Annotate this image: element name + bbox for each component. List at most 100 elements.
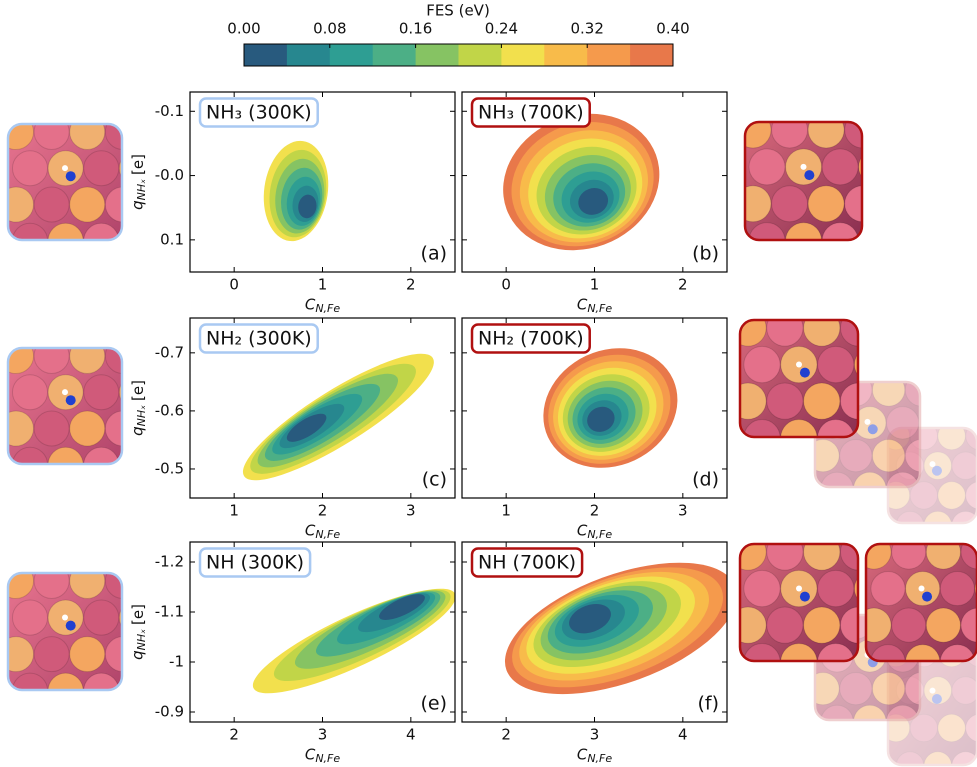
panel-letter: (b)	[692, 243, 719, 265]
colorbar-swatch	[244, 44, 287, 66]
atom	[840, 672, 872, 704]
panel-label: NH₃ (700K)	[478, 102, 584, 124]
y-tick-label: -0.6	[155, 401, 184, 419]
x-tick-label: 4	[678, 726, 688, 744]
atoms	[857, 535, 977, 679]
atom	[892, 535, 926, 569]
atom	[34, 637, 69, 672]
atom	[872, 672, 904, 704]
y-axis-label-unit: [e]	[129, 604, 147, 625]
colorbar-swatch	[544, 44, 587, 66]
atom	[807, 439, 839, 471]
panel-label: NH₂ (300K)	[206, 328, 312, 350]
adsorbate-h	[796, 585, 802, 591]
atom	[34, 563, 69, 598]
atom	[804, 310, 840, 346]
atom	[70, 187, 105, 222]
atom	[772, 112, 808, 148]
structure-image	[0, 114, 154, 258]
adsorbate-n	[66, 621, 76, 631]
atom	[34, 338, 69, 373]
y-axis-label-sub: NHₓ	[135, 629, 148, 651]
y-axis-label-sub: NHₓ	[135, 405, 148, 427]
atom	[767, 383, 803, 419]
x-tick-label: 0	[501, 276, 511, 294]
x-axis-label: CN,Fe	[305, 522, 341, 542]
colorbar-swatch	[330, 44, 373, 66]
colorbar-tick-label: 0.00	[227, 20, 260, 38]
atom	[749, 149, 785, 185]
atom	[952, 677, 977, 704]
adsorbate-h	[796, 361, 802, 367]
y-tick-label: -0.7	[155, 343, 184, 361]
contour-area	[257, 137, 334, 246]
x-tick-label: 3	[590, 726, 600, 744]
adsorbate-n	[800, 592, 810, 602]
structure-thumbnails	[0, 112, 977, 767]
panel-label: NH₂ (700K)	[478, 328, 584, 350]
atom	[744, 570, 780, 606]
x-tick-label: 3	[318, 726, 328, 744]
atom	[84, 600, 119, 635]
x-tick-label: 1	[229, 502, 239, 520]
atom	[34, 187, 69, 222]
y-tick-label: -1.1	[155, 603, 184, 621]
atom	[938, 422, 965, 449]
adsorbate-h	[930, 461, 936, 467]
colorbar-swatch	[501, 44, 544, 66]
x-tick-label: 2	[406, 276, 416, 294]
atoms	[735, 112, 895, 259]
atom	[772, 186, 808, 222]
y-axis-label: qNHₓ[e]	[129, 380, 149, 436]
atoms	[0, 563, 154, 708]
x-axis-label-sub: N,Fe	[315, 752, 340, 765]
atom	[70, 338, 105, 373]
colorbar-tick-label: 0.24	[485, 20, 518, 38]
atom	[938, 714, 965, 741]
colorbar-title: FES (eV)	[426, 2, 490, 20]
x-tick-label: 2	[501, 726, 511, 744]
x-axis-label: CN,Fe	[577, 296, 613, 316]
x-tick-label: 2	[590, 502, 600, 520]
atom	[854, 705, 886, 737]
figure: FES (eV) 0.000.080.160.240.320.40012-0.1…	[0, 0, 977, 767]
colorbar-swatch	[459, 44, 502, 66]
adsorbate-n	[932, 466, 942, 476]
y-axis-label: qNHₓ[e]	[129, 604, 149, 660]
panel-label: NH (700K)	[478, 552, 576, 574]
atom	[926, 535, 960, 569]
x-axis-label: CN,Fe	[577, 522, 613, 542]
x-tick-label: 0	[229, 276, 239, 294]
adsorbate-n	[922, 592, 932, 602]
panel-letter: (a)	[421, 243, 447, 265]
x-tick-label: 2	[318, 502, 328, 520]
y-tick-label: -0.0	[155, 166, 184, 184]
adsorbate-h	[62, 614, 68, 620]
atom	[952, 511, 977, 538]
atom	[34, 114, 69, 149]
colorbar-swatch	[416, 44, 459, 66]
y-tick-label: -1.2	[155, 553, 184, 571]
panel-letter: (c)	[422, 469, 447, 491]
x-tick-label: 2	[229, 726, 239, 744]
panel: 012NH₃ (700K)(b)CN,Fe	[462, 92, 727, 315]
atom	[804, 534, 840, 570]
y-axis-label-unit: [e]	[129, 380, 147, 401]
atom	[886, 407, 918, 439]
y-axis-label-sub: NHₓ	[135, 179, 148, 201]
adsorbate-n	[800, 368, 810, 378]
atom	[940, 571, 974, 605]
atom	[84, 375, 119, 410]
atom	[84, 151, 119, 186]
x-tick-label: 1	[318, 276, 328, 294]
x-axis-label-sub: N,Fe	[587, 302, 612, 315]
panel: 234NH (700K)(f)CN,Fe	[462, 536, 754, 765]
atom	[926, 608, 960, 642]
x-tick-label: 1	[590, 276, 600, 294]
atom	[34, 411, 69, 446]
atom	[735, 112, 771, 148]
atom	[952, 452, 977, 479]
atom	[808, 186, 844, 222]
